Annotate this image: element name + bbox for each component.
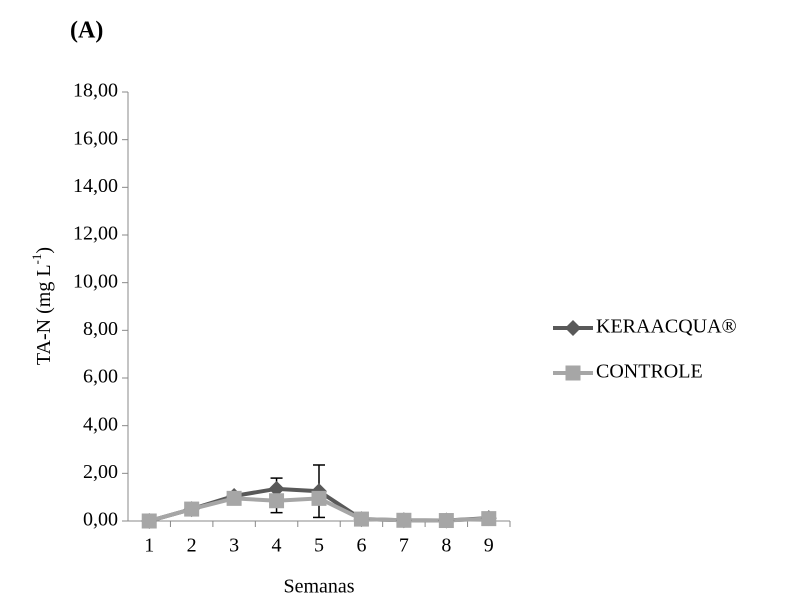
x-tick-label: 7 bbox=[399, 535, 409, 557]
x-tick-label: 9 bbox=[484, 535, 494, 557]
legend-label: CONTROLE bbox=[596, 361, 703, 383]
legend-label: KERAACQUA® bbox=[596, 316, 737, 338]
marker bbox=[226, 490, 242, 506]
marker bbox=[268, 480, 285, 497]
y-axis-label: TA-N (mg L-1) bbox=[29, 247, 55, 365]
marker bbox=[311, 490, 327, 506]
y-tick-label: 8,00 bbox=[83, 318, 118, 340]
x-tick-label: 4 bbox=[272, 535, 282, 557]
marker bbox=[438, 513, 454, 529]
marker bbox=[184, 501, 200, 517]
panel-label: (A) bbox=[70, 18, 103, 44]
y-label-suffix: ) bbox=[33, 247, 55, 254]
marker bbox=[269, 493, 285, 509]
x-tick-label: 2 bbox=[187, 535, 197, 557]
y-tick-label: 6,00 bbox=[83, 366, 118, 388]
x-tick-label: 3 bbox=[229, 535, 239, 557]
x-tick-label: 8 bbox=[441, 535, 451, 557]
y-tick-label: 2,00 bbox=[83, 461, 118, 483]
marker bbox=[481, 511, 497, 527]
marker bbox=[141, 513, 157, 529]
x-axis-label: Semanas bbox=[283, 576, 354, 598]
x-tick-label: 6 bbox=[356, 535, 366, 557]
y-tick-label: 10,00 bbox=[73, 270, 118, 292]
marker bbox=[353, 511, 369, 527]
y-label-text: TA-N (mg L bbox=[33, 264, 55, 365]
x-tick-label: 5 bbox=[314, 535, 324, 557]
y-tick-label: 14,00 bbox=[73, 175, 118, 197]
y-tick-label: 4,00 bbox=[83, 413, 118, 435]
marker bbox=[565, 365, 581, 381]
y-tick-label: 18,00 bbox=[73, 80, 118, 102]
x-tick-label: 1 bbox=[144, 535, 154, 557]
y-tick-label: 0,00 bbox=[83, 509, 118, 531]
y-tick-label: 16,00 bbox=[73, 127, 118, 149]
y-label-superscript: -1 bbox=[29, 254, 44, 265]
marker bbox=[565, 320, 581, 336]
marker bbox=[396, 512, 412, 528]
y-tick-label: 12,00 bbox=[73, 223, 118, 245]
